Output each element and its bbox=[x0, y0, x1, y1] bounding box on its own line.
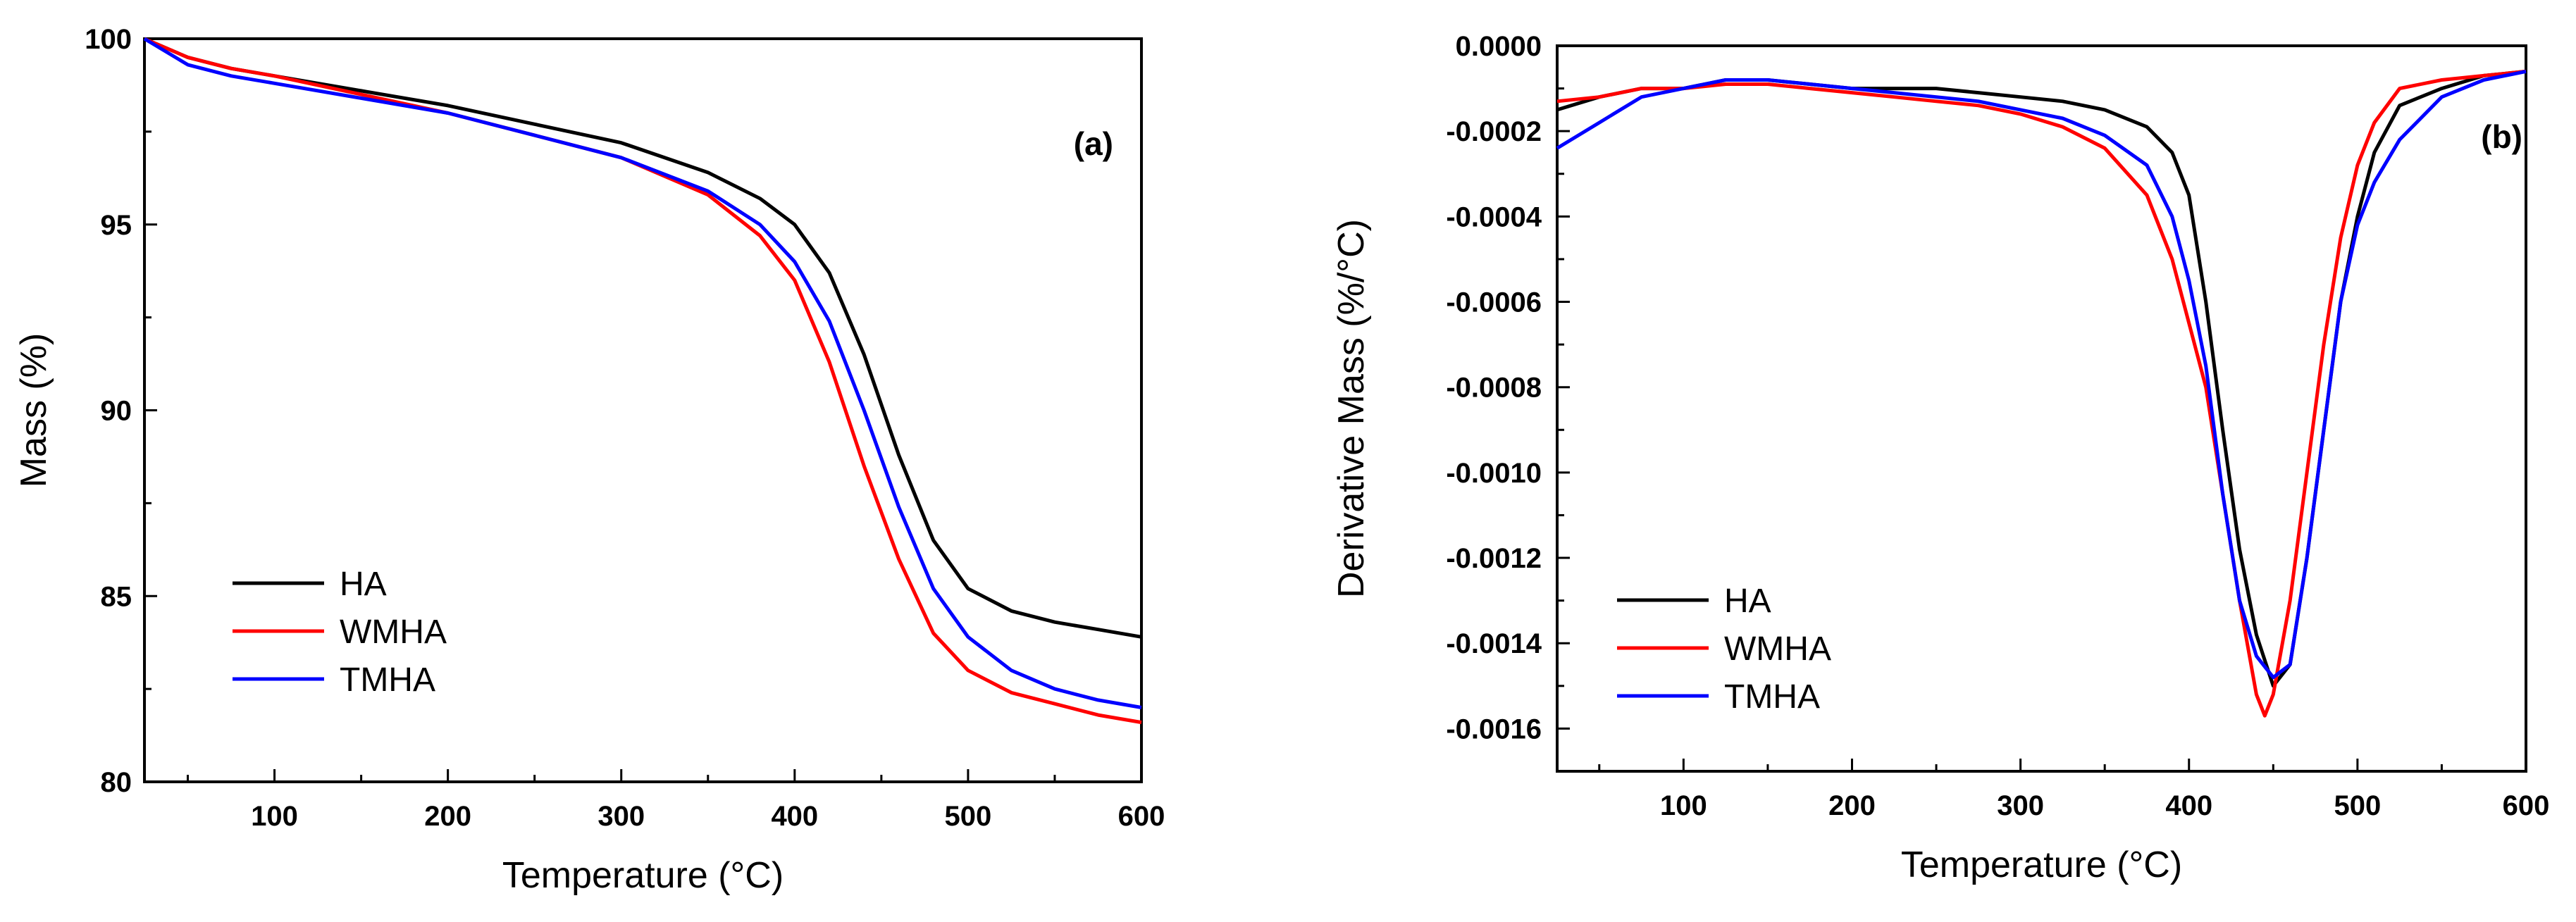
chart-b-y-axis-title: Derivative Mass (%/°C) bbox=[1331, 219, 1372, 598]
chart-a-y-tick-label: 100 bbox=[85, 24, 132, 55]
chart-b-series-tmha-line bbox=[1556, 69, 2527, 680]
chart-b-legend-label-wmha: WMHA bbox=[1724, 630, 1831, 668]
chart-a-y-tick-label: 85 bbox=[101, 581, 132, 612]
chart-a-y-axis-title: Mass (%) bbox=[13, 333, 54, 488]
chart-b-legend: HA WMHA TMHA bbox=[1617, 583, 1831, 716]
chart-b-x-axis-title: Temperature (°C) bbox=[1901, 845, 2182, 885]
chart-a-legend-label-ha: HA bbox=[340, 566, 387, 603]
chart-a-x-tick-label: 500 bbox=[945, 801, 992, 832]
chart-b-panel-label: (b) bbox=[2481, 118, 2522, 155]
chart-a-x-axis-title: Temperature (°C) bbox=[502, 855, 784, 896]
chart-b: 100 200 300 400 500 600 0.0000 -0.0002 -0.0004 -0… bbox=[1331, 31, 2549, 885]
chart-a-x-tick-label: 600 bbox=[1118, 801, 1165, 832]
chart-b-x-tick-label: 400 bbox=[2165, 790, 2212, 821]
chart-b-x-tick-label: 500 bbox=[2334, 790, 2381, 821]
chart-a-y-tick-label: 80 bbox=[101, 767, 132, 798]
chart-b-y-tick-label: -0.0014 bbox=[1446, 628, 1542, 659]
chart-b-series bbox=[1556, 69, 2527, 718]
chart-b-x-tick-label: 200 bbox=[1828, 790, 1876, 821]
chart-b-x-tick-label: 100 bbox=[1660, 790, 1707, 821]
chart-b-y-tick-label: -0.0012 bbox=[1446, 543, 1542, 574]
chart-a-ticks: 100 200 300 400 500 600 80 85 90 95 100 bbox=[85, 24, 1165, 832]
chart-a-legend-label-wmha: WMHA bbox=[340, 613, 447, 651]
chart-a-series bbox=[143, 37, 1142, 725]
chart-a-series-tmha-line bbox=[143, 37, 1142, 709]
chart-b-y-tick-label: -0.0004 bbox=[1446, 201, 1542, 232]
chart-a-y-tick-label: 95 bbox=[101, 210, 132, 241]
chart-b-y-tick-label: -0.0002 bbox=[1446, 116, 1542, 147]
chart-a-y-tick-label: 90 bbox=[101, 396, 132, 427]
chart-b-y-tick-label: 0.0000 bbox=[1456, 31, 1542, 62]
chart-a-panel-label: (a) bbox=[1074, 125, 1113, 162]
chart-b-ticks: 100 200 300 400 500 600 0.0000 -0.0002 -0.0004 -0… bbox=[1446, 31, 2549, 821]
chart-a-series-ha-line bbox=[144, 37, 1142, 639]
chart-a: 100 200 300 400 500 600 80 85 90 95 100 (a) Temper… bbox=[13, 24, 1165, 896]
chart-a-x-tick-label: 300 bbox=[597, 801, 645, 832]
chart-b-plot-frame bbox=[1556, 44, 2527, 773]
chart-b-y-tick-label: -0.0006 bbox=[1446, 287, 1542, 318]
chart-a-x-tick-label: 400 bbox=[771, 801, 818, 832]
chart-b-series-wmha-line bbox=[1556, 69, 2527, 718]
chart-a-legend-label-tmha: TMHA bbox=[340, 661, 435, 699]
chart-b-x-tick-label: 300 bbox=[1997, 790, 2044, 821]
chart-b-y-tick-label: -0.0010 bbox=[1446, 458, 1542, 489]
chart-b-x-tick-label: 600 bbox=[2503, 790, 2550, 821]
chart-b-series-ha-line bbox=[1556, 69, 2527, 688]
chart-a-legend: HA WMHA TMHA bbox=[233, 566, 447, 699]
chart-a-x-tick-label: 200 bbox=[424, 801, 471, 832]
chart-b-legend-label-ha: HA bbox=[1724, 583, 1771, 620]
chart-a-series-wmha-line bbox=[144, 37, 1142, 725]
chart-b-y-tick-label: -0.0016 bbox=[1446, 714, 1542, 745]
chart-b-y-tick-label: -0.0008 bbox=[1446, 373, 1542, 404]
chart-b-legend-label-tmha: TMHA bbox=[1724, 678, 1820, 716]
chart-a-x-tick-label: 100 bbox=[251, 801, 298, 832]
